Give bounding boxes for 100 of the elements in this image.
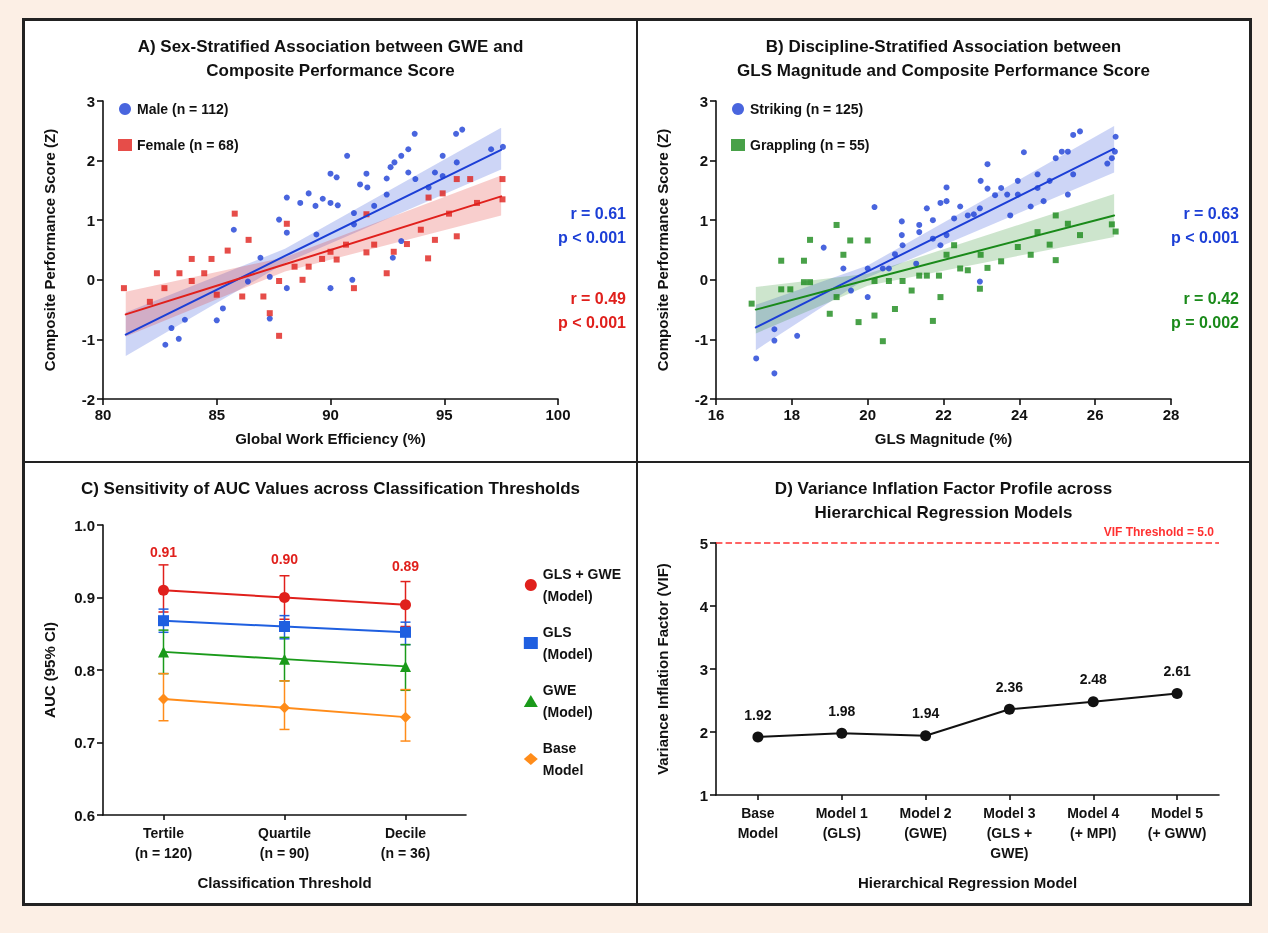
point: [383, 270, 390, 277]
y-tick-label: 2: [86, 152, 95, 170]
point: [168, 325, 175, 332]
data-label: 0.91: [149, 543, 178, 560]
y-tick-label: 1: [699, 211, 708, 229]
point: [312, 202, 319, 209]
point: [794, 332, 801, 339]
y-tick-label: 1.0: [74, 516, 95, 534]
point: [333, 174, 340, 181]
point: [984, 264, 991, 271]
point: [1087, 696, 1099, 708]
point: [929, 217, 936, 224]
point: [244, 278, 251, 285]
point: [327, 170, 334, 177]
point: [120, 285, 127, 292]
point: [1070, 131, 1077, 138]
y-axis-title: Composite Performance Score (Z): [654, 128, 671, 372]
annotation: r = 0.49 p < 0.001: [557, 289, 627, 331]
point: [977, 251, 984, 258]
x-tick-label: 85: [208, 406, 226, 423]
point: [898, 232, 905, 239]
point: [305, 263, 312, 270]
annotation: r = 0.61 p < 0.001: [557, 204, 627, 246]
point: [439, 152, 446, 159]
point: [1108, 221, 1115, 228]
x-tick-label: 95: [435, 406, 453, 423]
x-tick-label: 28: [1162, 406, 1180, 423]
point: [305, 190, 312, 197]
point: [313, 231, 320, 238]
point: [499, 176, 506, 183]
point: [153, 270, 160, 277]
point: [1077, 232, 1083, 239]
point: [929, 317, 936, 324]
data-label: 1.98: [828, 702, 856, 719]
point: [239, 293, 246, 300]
point: [181, 316, 188, 323]
chart-title: D) Variance Inflation Factor Profile across Hierarchical Regression Models: [774, 478, 1113, 522]
point: [1027, 251, 1034, 258]
point: [913, 260, 920, 267]
point: [350, 210, 357, 217]
point: [977, 177, 984, 184]
point: [871, 312, 878, 319]
point: [943, 198, 950, 205]
point: [387, 164, 394, 171]
point: [984, 161, 991, 168]
point: [984, 185, 991, 192]
point: [412, 176, 419, 183]
point: [891, 306, 898, 312]
point: [467, 176, 474, 183]
y-tick-label: 0.9: [74, 589, 95, 606]
point: [213, 317, 220, 324]
point: [425, 255, 432, 262]
point: [453, 130, 460, 137]
point: [753, 355, 760, 362]
point: [283, 229, 290, 236]
point: [879, 265, 886, 272]
point: [943, 184, 950, 191]
point: [488, 146, 495, 153]
point: [299, 276, 306, 283]
point: [371, 202, 378, 209]
point: [871, 204, 878, 211]
y-tick-label: 0.6: [74, 806, 95, 824]
point: [1014, 244, 1021, 251]
point: [833, 294, 840, 301]
point: [879, 338, 886, 345]
point: [840, 251, 847, 258]
point: [964, 267, 971, 274]
y-tick-label: 0: [699, 271, 708, 289]
point: [453, 159, 460, 166]
point: [748, 300, 755, 307]
point: [291, 263, 298, 270]
point: [453, 233, 460, 240]
point: [219, 305, 226, 312]
point: [951, 215, 958, 222]
x-axis-title: Classification Threshold: [197, 874, 372, 891]
point: [266, 315, 273, 322]
point: [864, 294, 871, 301]
point: [1108, 155, 1115, 162]
point: [976, 205, 983, 212]
point: [158, 615, 169, 627]
point: [400, 711, 411, 723]
point: [800, 279, 807, 286]
point: [771, 370, 778, 377]
point: [908, 287, 915, 294]
chart-title: C) Sensitivity of AUC Values across Classification Thresholds: [80, 478, 581, 498]
y-tick-label: -1: [81, 330, 95, 348]
point: [363, 170, 370, 177]
x-axis-title: Hierarchical Regression Model: [857, 874, 1078, 891]
point: [1052, 155, 1059, 162]
point: [276, 332, 283, 339]
point: [976, 278, 983, 285]
point: [350, 285, 357, 292]
y-tick-label: 3: [699, 92, 708, 110]
point: [1064, 220, 1071, 227]
point: [864, 237, 871, 244]
point: [1014, 177, 1021, 184]
y-tick-label: 0.8: [74, 661, 95, 679]
point: [1064, 148, 1071, 155]
y-axis-title: Composite Performance Score (Z): [41, 128, 58, 372]
point: [400, 599, 411, 611]
